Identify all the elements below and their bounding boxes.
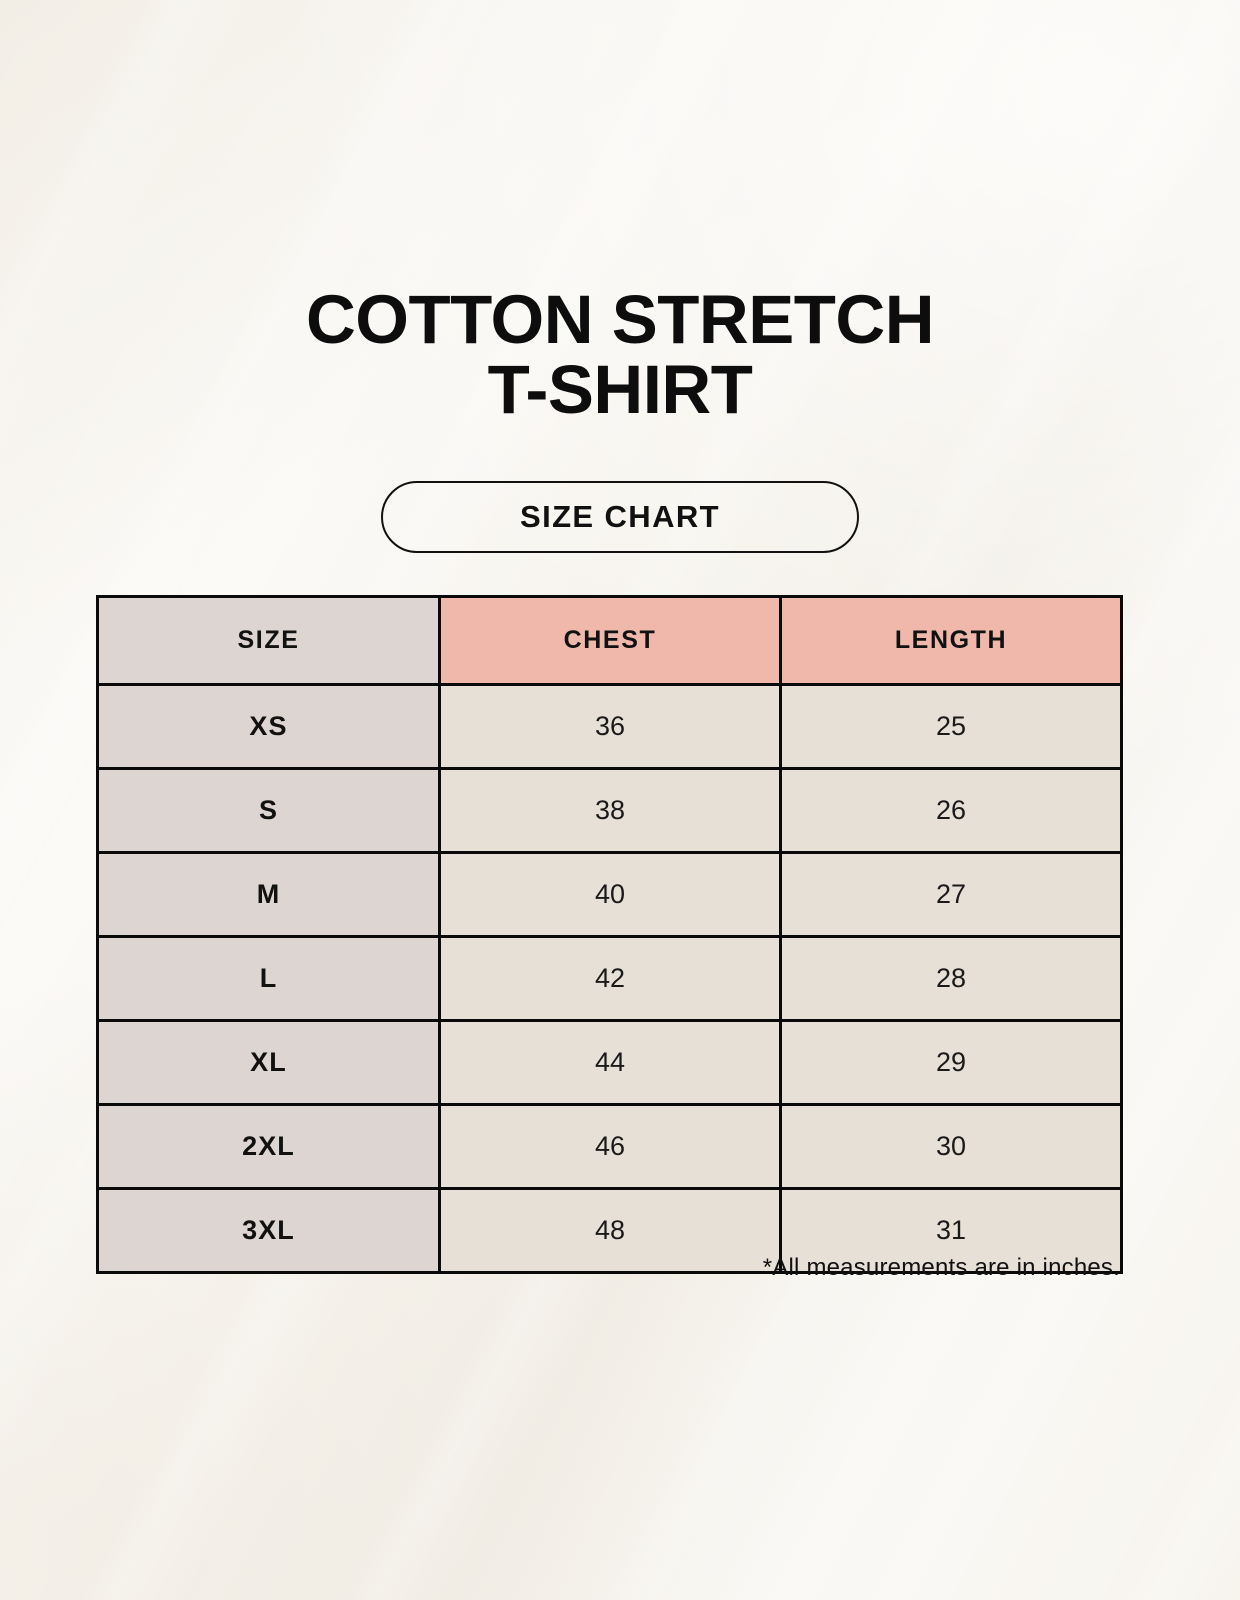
cell-size: 2XL <box>96 1103 441 1190</box>
page-title-line-1: COTTON STRETCH <box>305 281 935 358</box>
cell-length: 26 <box>779 767 1123 854</box>
cell-chest: 36 <box>438 683 782 770</box>
table-row: S 38 26 <box>96 767 1123 854</box>
measurement-footnote: *All measurements are in inches. <box>762 1254 1120 1281</box>
size-chart-table: SIZE CHEST LENGTH XS 36 25 S 38 26 M <box>96 595 1123 1274</box>
cell-chest: 38 <box>438 767 782 854</box>
cell-chest: 46 <box>438 1103 782 1190</box>
page-title: COTTON STRETCH T-SHIRT <box>0 285 1240 425</box>
cell-length: 28 <box>779 935 1123 1022</box>
size-chart-badge-label: SIZE CHART <box>520 499 720 534</box>
table-row: L 42 28 <box>96 935 1123 1022</box>
cell-chest: 42 <box>438 935 782 1022</box>
table-header: SIZE CHEST LENGTH <box>96 595 1123 686</box>
cell-size: S <box>96 767 441 854</box>
table-header-row: SIZE CHEST LENGTH <box>96 595 1123 686</box>
table-row: XL 44 29 <box>96 1019 1123 1106</box>
table-body: XS 36 25 S 38 26 M 40 27 L 42 28 <box>96 683 1123 1274</box>
table-row: M 40 27 <box>96 851 1123 938</box>
cell-size: L <box>96 935 441 1022</box>
table-row: XS 36 25 <box>96 683 1123 770</box>
cell-length: 25 <box>779 683 1123 770</box>
table-row: 2XL 46 30 <box>96 1103 1123 1190</box>
cell-chest: 44 <box>438 1019 782 1106</box>
cell-length: 29 <box>779 1019 1123 1106</box>
column-header-length: LENGTH <box>779 595 1123 686</box>
cell-size: XL <box>96 1019 441 1106</box>
size-chart-table-wrapper: SIZE CHEST LENGTH XS 36 25 S 38 26 M <box>96 595 1123 1274</box>
column-header-chest: CHEST <box>438 595 782 686</box>
cell-size: XS <box>96 683 441 770</box>
cell-chest: 40 <box>438 851 782 938</box>
size-chart-badge: SIZE CHART <box>381 481 859 553</box>
column-header-size: SIZE <box>96 595 441 686</box>
cell-size: M <box>96 851 441 938</box>
page-title-line-2: T-SHIRT <box>487 351 753 428</box>
cell-length: 27 <box>779 851 1123 938</box>
size-chart-badge-row: SIZE CHART <box>0 481 1240 553</box>
cell-length: 30 <box>779 1103 1123 1190</box>
